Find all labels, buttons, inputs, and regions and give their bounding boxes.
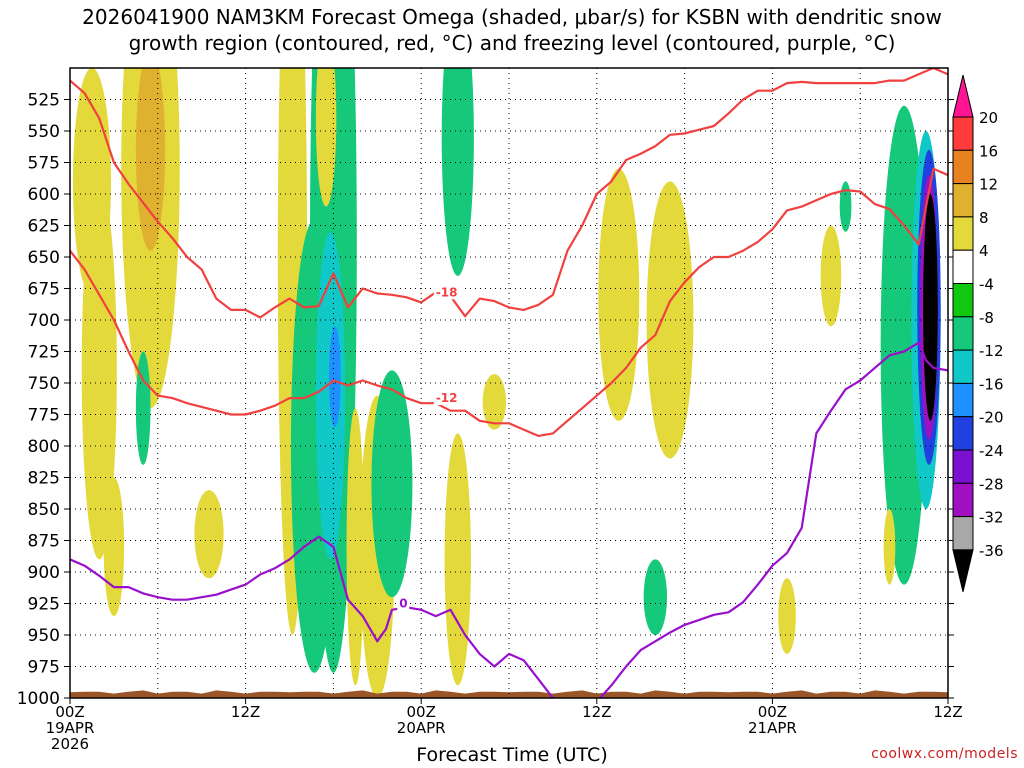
- x-tick-label: 12Z: [933, 703, 962, 721]
- y-tick-label: 525: [28, 91, 60, 111]
- colorbar-label: -20: [979, 409, 1004, 427]
- omega-region: [883, 509, 896, 585]
- x-tick-label: 19APR: [46, 719, 95, 737]
- colorbar-label: -36: [979, 542, 1004, 560]
- colorbar-swatch: [952, 216, 974, 251]
- colorbar-label: -8: [979, 309, 994, 327]
- colorbar-swatch: [952, 283, 974, 318]
- y-tick-label: 550: [28, 122, 60, 142]
- colorbar-label: 8: [979, 209, 989, 227]
- colorbar-swatch: [952, 349, 974, 384]
- y-tick-label: 625: [28, 217, 60, 237]
- contour-label: 0: [399, 597, 407, 611]
- omega-region: [194, 490, 224, 579]
- y-tick-label: 675: [28, 280, 60, 300]
- colorbar-swatch: [952, 382, 974, 418]
- omega-region: [441, 68, 474, 276]
- chart-title: 2026041900 NAM3KM Forecast Omega (shaded…: [0, 4, 1024, 56]
- omega-region: [820, 225, 842, 327]
- x-tick-label: 12Z: [582, 703, 611, 721]
- omega-region: [315, 68, 337, 207]
- colorbar-swatch: [952, 116, 974, 151]
- omega-region: [646, 181, 694, 459]
- colorbar-swatch: [952, 183, 974, 218]
- x-axis-title: Forecast Time (UTC): [416, 744, 608, 766]
- omega-region: [482, 374, 507, 430]
- colorbar-label: -4: [979, 276, 994, 294]
- y-tick-label: 900: [28, 563, 60, 583]
- chart-title-line-1: 2026041900 NAM3KM Forecast Omega (shaded…: [82, 5, 942, 29]
- site-credit[interactable]: coolwx.com/models: [871, 746, 1018, 762]
- y-tick-label: 875: [28, 532, 60, 552]
- colorbar-swatch: [952, 249, 974, 284]
- colorbar-label: 20: [979, 109, 998, 127]
- colorbar-bottom-arrow: [952, 549, 974, 593]
- x-tick-label: 12Z: [231, 703, 260, 721]
- x-tick-label: 2026: [51, 735, 89, 753]
- colorbar-swatch: [952, 416, 974, 451]
- y-tick-label: 650: [28, 248, 60, 268]
- y-tick-label: 925: [28, 595, 60, 615]
- contour-label-bg: [397, 595, 410, 611]
- contour-line: [70, 167, 948, 437]
- omega-region: [81, 181, 117, 560]
- omega-region: [103, 477, 125, 617]
- y-tick-label: 1000: [17, 689, 60, 709]
- y-tick-label: 975: [28, 658, 60, 678]
- x-tick-label: 00Z: [758, 703, 787, 721]
- omega-region: [839, 181, 852, 232]
- y-tick-label: 950: [28, 626, 60, 646]
- colorbar-swatch: [952, 482, 974, 518]
- y-tick-label: 600: [28, 185, 60, 205]
- omega-region: [643, 559, 668, 635]
- ground-surface: [70, 690, 948, 698]
- contour-line: [70, 341, 948, 698]
- colorbar-swatch: [952, 516, 974, 551]
- y-tick-label: 775: [28, 406, 60, 426]
- omega-region: [598, 168, 640, 421]
- chart-title-line-2: growth region (contoured, red, °C) and f…: [128, 31, 896, 55]
- omega-region: [778, 578, 796, 654]
- contour-label: -12: [436, 391, 458, 405]
- colorbar-label: -16: [979, 375, 1004, 393]
- contour-label: -18: [436, 285, 458, 299]
- omega-region: [923, 194, 938, 421]
- omega-region: [371, 370, 413, 598]
- x-tick-label: 21APR: [748, 719, 797, 737]
- omega-region: [329, 326, 341, 428]
- y-tick-label: 575: [28, 154, 60, 174]
- colorbar-label: -12: [979, 342, 1004, 360]
- omega-region: [135, 351, 151, 465]
- colorbar-label: 12: [979, 176, 998, 194]
- plot-area: -18 -12 0: [70, 68, 948, 698]
- colorbar: 20 16 12 8 4 -4 -8 -12 -16 -20 -24 -28 -32 -36: [952, 74, 1004, 593]
- y-tick-label: 800: [28, 437, 60, 457]
- omega-region: [444, 433, 471, 686]
- y-tick-label: 850: [28, 500, 60, 520]
- contour-label-bg: [433, 284, 462, 300]
- y-tick-label: 825: [28, 469, 60, 489]
- contour-label-bg: [433, 390, 462, 406]
- colorbar-label: 4: [979, 242, 989, 260]
- y-tick-label: 750: [28, 374, 60, 394]
- x-tick-label: 00Z: [55, 703, 84, 721]
- colorbar-label: 16: [979, 142, 998, 160]
- contour-line: [70, 68, 948, 319]
- x-tick-label: 20APR: [397, 719, 446, 737]
- colorbar-label: -32: [979, 509, 1004, 527]
- colorbar-label: -28: [979, 475, 1004, 493]
- colorbar-top-arrow: [952, 74, 974, 118]
- colorbar-label: -24: [979, 442, 1004, 460]
- colorbar-swatch: [952, 449, 974, 484]
- colorbar-swatch: [952, 316, 974, 351]
- omega-region: [135, 68, 166, 251]
- y-tick-label: 725: [28, 343, 60, 363]
- y-tick-label: 700: [28, 311, 60, 331]
- x-tick-label: 00Z: [407, 703, 436, 721]
- colorbar-swatch: [952, 149, 974, 185]
